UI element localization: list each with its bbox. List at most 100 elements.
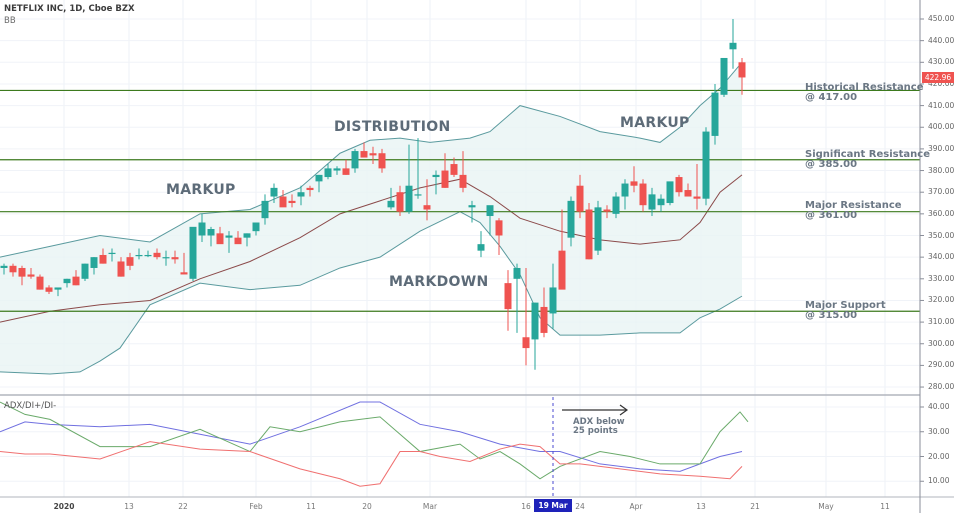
candle-body bbox=[270, 187, 278, 197]
price-tick-label: 330.00 bbox=[928, 273, 954, 283]
candle-body bbox=[225, 235, 233, 238]
indicator-legend-adx[interactable]: ADX/DI+/DI- bbox=[4, 401, 57, 411]
adx-line bbox=[0, 401, 743, 472]
candle-body bbox=[693, 196, 701, 199]
candle-body bbox=[279, 196, 287, 208]
candle-body bbox=[486, 205, 494, 217]
candle-body bbox=[189, 226, 197, 279]
candle-body bbox=[594, 207, 602, 251]
price-tick-label: 370.00 bbox=[928, 187, 954, 197]
candle-body bbox=[351, 151, 359, 169]
price-tick-label: 410.00 bbox=[928, 100, 954, 110]
candle-body bbox=[513, 267, 521, 279]
candle-body bbox=[738, 62, 746, 78]
di-plus-line bbox=[0, 401, 749, 480]
level-label-major-resistance: Major Resistance @ 361.00 bbox=[805, 201, 902, 221]
candle-body bbox=[342, 168, 350, 175]
candle-body bbox=[666, 181, 674, 204]
level-value: @ 417.00 bbox=[805, 92, 858, 103]
candle-body bbox=[234, 237, 242, 245]
candle-body bbox=[423, 205, 431, 210]
candle-body bbox=[432, 174, 440, 178]
level-label-historical-resistance: Historical Resistance @ 417.00 bbox=[805, 83, 924, 103]
candle-body bbox=[198, 222, 206, 236]
level-name: Significant Resistance bbox=[805, 149, 930, 160]
candle-body bbox=[288, 200, 296, 204]
label-markup-right: MARKUP bbox=[620, 115, 690, 131]
candle-body bbox=[702, 131, 710, 199]
candle-body bbox=[261, 200, 269, 219]
candle-body bbox=[540, 306, 548, 333]
label-markup-left: MARKUP bbox=[166, 182, 236, 198]
time-tick-label: 21 bbox=[750, 502, 760, 511]
annotation-line1: ADX below bbox=[573, 417, 625, 427]
candle-body bbox=[207, 229, 215, 236]
candle-body bbox=[522, 337, 530, 349]
time-tick-label: Feb bbox=[249, 502, 263, 511]
candle-body bbox=[657, 198, 665, 206]
label-markdown: MARKDOWN bbox=[389, 274, 489, 290]
candle-body bbox=[243, 233, 251, 238]
symbol-title[interactable]: NETFLIX INC, 1D, Cboe BZX bbox=[4, 4, 135, 14]
candle-body bbox=[144, 254, 152, 257]
candle-body bbox=[378, 153, 386, 169]
crosshair-date-tag: 19 Mar '20 bbox=[534, 499, 572, 523]
adx-tick-label: 30.00 bbox=[928, 426, 950, 436]
candle-body bbox=[108, 252, 116, 255]
candle-body bbox=[441, 170, 449, 188]
candle-body bbox=[639, 183, 647, 206]
time-tick-label: 24 bbox=[575, 502, 585, 511]
candle-body bbox=[585, 209, 593, 260]
time-tick-label: 16 bbox=[521, 502, 531, 511]
candle-body bbox=[27, 274, 35, 277]
bollinger-lower bbox=[0, 211, 743, 375]
candle-body bbox=[315, 174, 323, 182]
time-tick-label: 11 bbox=[306, 502, 316, 511]
adx-tick-label: 40.00 bbox=[928, 402, 950, 411]
level-label-significant-resistance: Significant Resistance @ 385.00 bbox=[805, 150, 930, 170]
candle-body bbox=[180, 272, 188, 275]
candle-body bbox=[405, 185, 413, 212]
time-tick-label: 11 bbox=[880, 502, 890, 511]
annotation-line2: 25 points bbox=[573, 426, 618, 436]
time-tick-label: 2020 bbox=[53, 502, 75, 511]
candle-body bbox=[720, 57, 728, 95]
candle-body bbox=[612, 196, 620, 214]
candle-body bbox=[0, 265, 8, 268]
last-price-tag: 422.96 bbox=[922, 72, 954, 83]
candle-body bbox=[567, 200, 575, 238]
candle-body bbox=[171, 257, 179, 260]
candle-body bbox=[396, 192, 404, 212]
price-tick-label: 350.00 bbox=[928, 230, 954, 240]
level-name: Major Support bbox=[805, 300, 886, 311]
candle-body bbox=[684, 190, 692, 197]
price-tick-label: 300.00 bbox=[928, 338, 954, 348]
candle-body bbox=[54, 287, 62, 290]
candle-body bbox=[18, 267, 26, 277]
adx-annotation: ADX below 25 points bbox=[573, 418, 625, 436]
adx-tick-label: 20.00 bbox=[928, 451, 950, 461]
arrow-head-icon bbox=[619, 404, 629, 416]
candle-body bbox=[216, 233, 224, 245]
bollinger-basis bbox=[0, 174, 743, 323]
candle-body bbox=[558, 250, 566, 290]
candle-body bbox=[450, 164, 458, 175]
price-tick-label: 440.00 bbox=[928, 35, 954, 45]
candle-body bbox=[126, 257, 134, 266]
price-tick-label: 340.00 bbox=[928, 252, 954, 262]
chart-canvas[interactable] bbox=[0, 0, 954, 513]
candle-body bbox=[72, 276, 80, 286]
level-value: @ 315.00 bbox=[805, 310, 858, 321]
bollinger-fill bbox=[0, 62, 742, 375]
candle-body bbox=[99, 254, 107, 264]
candle-body bbox=[117, 261, 125, 277]
candle-body bbox=[297, 192, 305, 197]
price-tick-label: 290.00 bbox=[928, 360, 954, 370]
time-tick-label: Apr bbox=[629, 502, 643, 511]
candle-body bbox=[63, 278, 71, 284]
time-tick-label: 13 bbox=[696, 502, 706, 511]
candle-body bbox=[162, 257, 170, 259]
indicator-legend-bb[interactable]: BB bbox=[4, 16, 16, 26]
label-distribution: DISTRIBUTION bbox=[334, 119, 451, 135]
